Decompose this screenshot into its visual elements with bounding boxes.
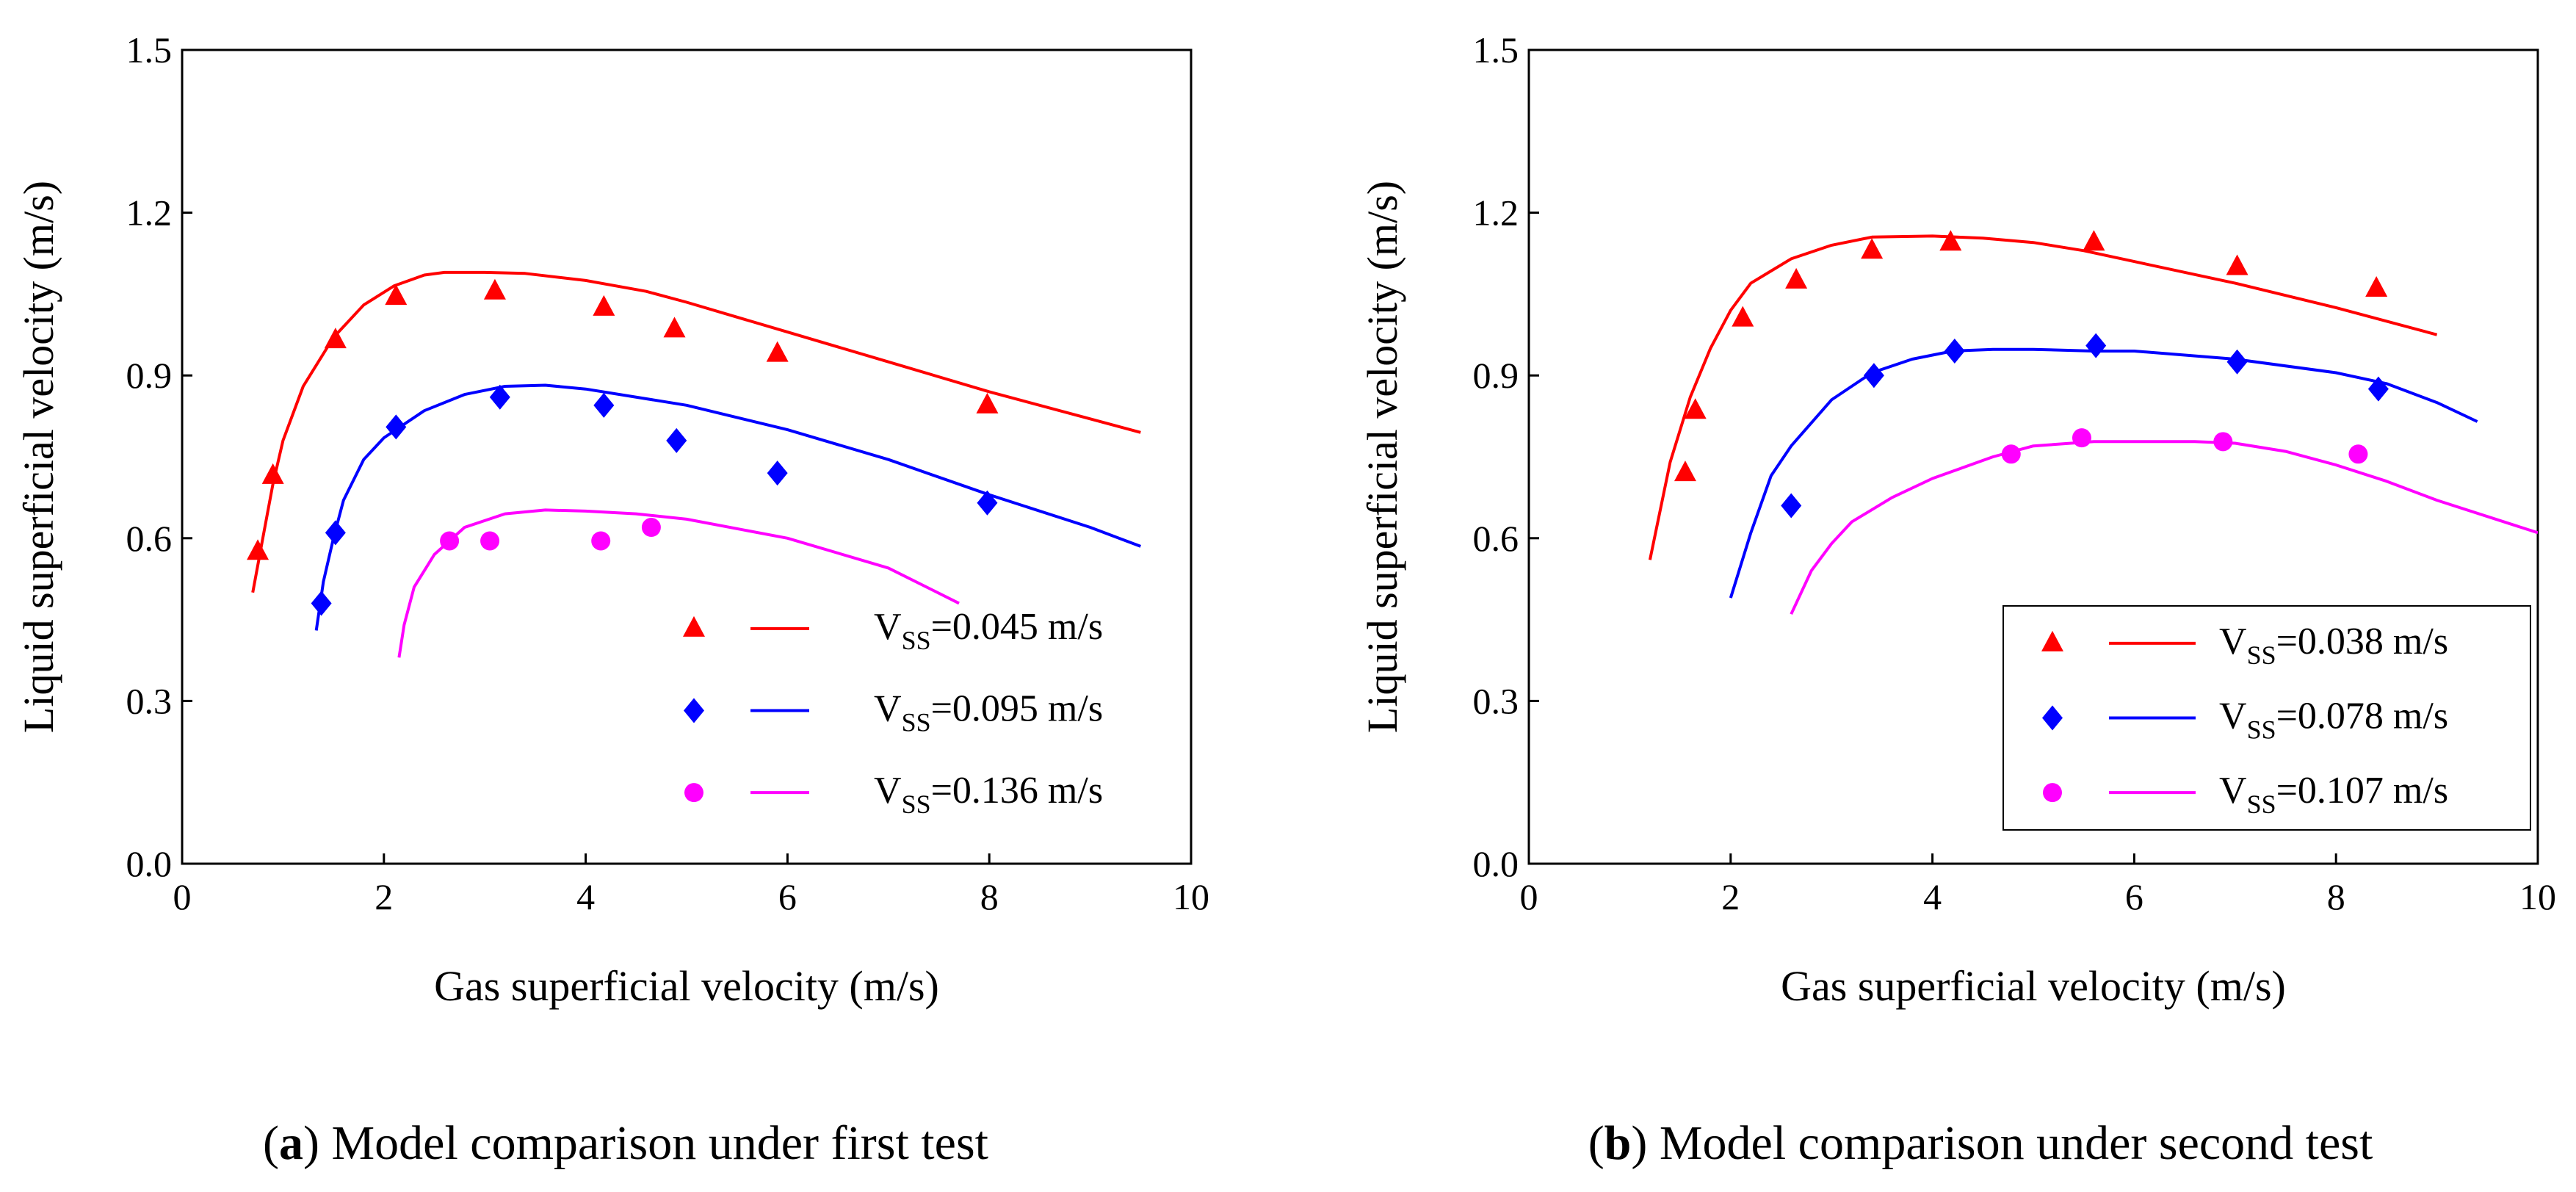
data-point-series-2 bbox=[1863, 363, 1884, 389]
legend-marker-2 bbox=[684, 698, 704, 723]
data-point-series-1 bbox=[1861, 238, 1884, 259]
data-point-series-1 bbox=[1674, 460, 1696, 482]
data-point-series-2 bbox=[1781, 493, 1802, 519]
data-point-series-1 bbox=[1684, 398, 1707, 419]
model-curve-series-1 bbox=[1648, 234, 2438, 560]
data-point-series-2 bbox=[2226, 349, 2248, 375]
data-point-series-2 bbox=[386, 414, 407, 440]
data-point-series-2 bbox=[2367, 376, 2389, 402]
legend-label-2: VSS=0.095 m/s bbox=[874, 688, 1103, 737]
x-tick-label: 2 bbox=[1721, 876, 1740, 917]
legend-marker-2 bbox=[2042, 705, 2063, 731]
x-tick-label: 0 bbox=[173, 876, 192, 917]
data-point-series-1 bbox=[593, 295, 615, 316]
y-tick-label: 1.2 bbox=[126, 192, 173, 234]
x-tick-label: 10 bbox=[2519, 876, 2556, 917]
x-tick-label: 6 bbox=[2125, 876, 2143, 917]
data-point-series-2 bbox=[767, 460, 788, 486]
data-point-series-1 bbox=[483, 278, 506, 300]
y-tick-label: 0.3 bbox=[1473, 680, 1519, 721]
x-tick-label: 4 bbox=[576, 876, 595, 917]
model-curve-series-3 bbox=[1790, 440, 2538, 615]
y-tick-label: 0.9 bbox=[1473, 355, 1519, 396]
y-tick-label: 1.5 bbox=[126, 29, 173, 71]
legend-marker-3 bbox=[684, 783, 703, 803]
model-curve-series-2 bbox=[1729, 347, 2478, 599]
x-axis-title: Gas superficial velocity (m/s) bbox=[1781, 962, 2286, 1010]
legend: VSS=0.038 m/s VSS=0.078 m/s VSS=0.107 m/s bbox=[2002, 605, 2531, 831]
y-tick-label: 0.3 bbox=[126, 680, 173, 721]
plot-area bbox=[247, 270, 1142, 658]
data-point-series-3 bbox=[2213, 432, 2233, 452]
x-tick-label: 8 bbox=[2327, 876, 2345, 917]
legend-label-3: VSS=0.136 m/s bbox=[874, 770, 1103, 819]
data-point-series-3 bbox=[2072, 428, 2091, 448]
data-point-series-2 bbox=[977, 490, 998, 516]
data-point-series-1 bbox=[247, 539, 269, 560]
legend-label-1: VSS=0.038 m/s bbox=[2219, 621, 2448, 670]
data-point-series-1 bbox=[385, 284, 408, 306]
data-point-series-3 bbox=[641, 518, 661, 538]
x-tick-label: 8 bbox=[980, 876, 999, 917]
y-tick-label: 0.0 bbox=[126, 843, 173, 884]
legend-box bbox=[2002, 605, 2531, 831]
model-curve-series-1 bbox=[251, 270, 1141, 593]
data-point-series-1 bbox=[766, 341, 789, 362]
y-axis-title: Liquid superficial velocity (m/s) bbox=[1358, 181, 1406, 733]
data-point-series-2 bbox=[1944, 338, 1965, 364]
y-tick-label: 0.6 bbox=[126, 518, 173, 559]
legend-marker-1 bbox=[2041, 630, 2063, 651]
model-curve-series-2 bbox=[314, 383, 1142, 631]
plot-area bbox=[1648, 230, 2538, 615]
y-tick-label: 0.0 bbox=[1473, 843, 1519, 884]
data-point-series-3 bbox=[2001, 444, 2021, 464]
y-tick-label: 0.6 bbox=[1473, 518, 1519, 559]
x-tick-label: 2 bbox=[375, 876, 393, 917]
data-point-series-3 bbox=[2348, 444, 2368, 464]
plot-frame bbox=[1527, 48, 2539, 865]
data-point-series-1 bbox=[2226, 254, 2248, 275]
data-point-series-2 bbox=[311, 590, 332, 616]
data-point-series-1 bbox=[1785, 267, 1808, 289]
legend-marker-1 bbox=[683, 615, 705, 637]
data-point-series-1 bbox=[663, 317, 686, 338]
data-point-series-1 bbox=[976, 392, 999, 413]
legend: VSS=0.045 m/s VSS=0.095 m/s VSS=0.136 m/s bbox=[683, 606, 1103, 819]
panel-caption: (b) Model comparison under second test bbox=[1588, 1116, 2373, 1170]
data-point-series-2 bbox=[325, 520, 346, 546]
data-point-series-1 bbox=[2365, 276, 2388, 297]
data-point-series-1 bbox=[2083, 230, 2105, 251]
data-point-series-3 bbox=[591, 531, 611, 551]
panel-caption: (a) Model comparison under first test bbox=[263, 1116, 988, 1170]
legend-label-1: VSS=0.045 m/s bbox=[874, 606, 1103, 655]
x-axis-title: Gas superficial velocity (m/s) bbox=[434, 962, 939, 1010]
x-tick-label: 0 bbox=[1520, 876, 1538, 917]
chart-panel-a: 0 2 4 6 8 10 0.0 0.3 0.6 0.9 1.2 1.5 Gas superficial… bbox=[15, 29, 1209, 1170]
data-point-series-1 bbox=[261, 463, 284, 484]
y-tick-label: 0.9 bbox=[126, 355, 173, 396]
data-point-series-1 bbox=[1939, 230, 1962, 251]
y-tick-label: 1.5 bbox=[1473, 29, 1519, 71]
x-tick-label: 10 bbox=[1173, 876, 1209, 917]
y-axis-title: Liquid superficial velocity (m/s) bbox=[15, 181, 62, 733]
data-point-series-1 bbox=[324, 328, 347, 349]
y-tick-label: 1.2 bbox=[1473, 192, 1519, 234]
legend-marker-3 bbox=[2043, 783, 2062, 803]
data-point-series-1 bbox=[1732, 306, 1754, 327]
data-point-series-2 bbox=[666, 427, 687, 453]
data-point-series-2 bbox=[2085, 333, 2107, 358]
chart-panel-b: 0 2 4 6 8 10 0.0 0.3 0.6 0.9 1.2 1.5 Gas superficial… bbox=[1358, 29, 2556, 1170]
model-curve-series-3 bbox=[397, 508, 960, 658]
legend-label-3: VSS=0.107 m/s bbox=[2219, 770, 2448, 819]
data-point-series-3 bbox=[480, 531, 500, 551]
plot-frame bbox=[181, 48, 1193, 865]
data-point-series-2 bbox=[489, 384, 510, 410]
data-point-series-3 bbox=[440, 531, 460, 551]
x-tick-label: 6 bbox=[778, 876, 797, 917]
legend-label-2: VSS=0.078 m/s bbox=[2219, 696, 2448, 745]
x-tick-label: 4 bbox=[1923, 876, 1942, 917]
data-point-series-2 bbox=[593, 392, 615, 418]
